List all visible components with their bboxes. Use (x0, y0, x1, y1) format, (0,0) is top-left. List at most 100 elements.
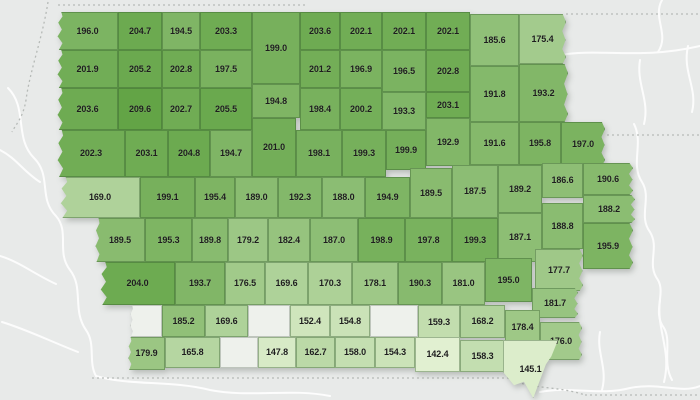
county-kossuth[interactable]: 199.0 (252, 12, 300, 84)
county-guthrie[interactable]: 179.2 (228, 218, 268, 262)
county-muscatine[interactable]: 177.7 (535, 249, 583, 291)
county-franklin[interactable]: 200.2 (340, 88, 382, 130)
county-decatur[interactable]: 162.7 (296, 337, 335, 368)
county-monroe[interactable] (370, 305, 418, 337)
county-greene[interactable]: 189.0 (235, 177, 278, 218)
county-chickasaw[interactable]: 202.8 (426, 50, 470, 92)
county-winnebago[interactable]: 203.6 (300, 12, 340, 50)
county-delaware[interactable]: 195.8 (519, 122, 561, 165)
county-union[interactable] (248, 305, 290, 337)
county-crawford[interactable]: 199.1 (140, 177, 195, 218)
county-page[interactable]: 165.8 (165, 337, 220, 368)
county-cass[interactable]: 193.7 (175, 262, 225, 305)
county-howard[interactable]: 202.1 (426, 12, 470, 50)
county-ida[interactable]: 203.1 (125, 130, 168, 177)
county-lee[interactable]: 145.1 (503, 340, 558, 398)
county-black-hawk[interactable]: 192.9 (426, 118, 470, 166)
county-carroll[interactable]: 195.4 (195, 177, 235, 218)
county-jones[interactable]: 186.6 (542, 163, 583, 198)
county-butler[interactable]: 193.3 (382, 92, 426, 130)
county-cerro-gordo[interactable]: 196.9 (340, 50, 382, 88)
county-o-brien[interactable]: 205.2 (118, 50, 162, 88)
county-story[interactable]: 188.0 (322, 177, 365, 218)
county-hamilton[interactable]: 198.1 (296, 130, 342, 177)
county-buena-vista[interactable]: 202.7 (162, 88, 200, 130)
county-sac[interactable]: 204.8 (168, 130, 210, 177)
county-value-label: 189.5 (108, 234, 132, 245)
county-fremont[interactable]: 179.9 (128, 337, 165, 370)
county-worth[interactable]: 202.1 (340, 12, 382, 50)
county-mitchell[interactable]: 202.1 (382, 12, 426, 50)
county-taylor[interactable] (220, 337, 258, 368)
county-iowa[interactable]: 199.3 (452, 218, 498, 262)
county-lucas[interactable]: 154.8 (330, 305, 370, 337)
county-keokuk[interactable]: 181.0 (442, 262, 485, 305)
county-bremer[interactable]: 203.1 (426, 92, 470, 118)
county-warren[interactable]: 170.3 (308, 262, 352, 305)
county-pottawattamie[interactable]: 204.0 (100, 262, 175, 305)
county-monona[interactable]: 169.0 (60, 177, 140, 218)
county-wright[interactable]: 198.4 (300, 88, 340, 130)
county-pocahontas[interactable]: 205.5 (200, 88, 252, 130)
county-grundy[interactable]: 199.9 (386, 130, 426, 170)
county-cedar[interactable]: 188.8 (542, 203, 583, 249)
county-dickinson[interactable]: 194.5 (162, 12, 200, 50)
county-value-label: 186.6 (551, 175, 574, 185)
county-dallas[interactable]: 182.4 (268, 218, 310, 262)
county-mahaska[interactable]: 190.3 (398, 262, 442, 305)
county-boone[interactable]: 192.3 (278, 177, 322, 218)
county-woodbury[interactable]: 202.3 (57, 130, 125, 177)
county-hancock[interactable]: 201.2 (300, 50, 340, 88)
county-marion[interactable]: 178.1 (352, 262, 398, 305)
county-adams[interactable]: 169.6 (205, 305, 248, 337)
county-value-label: 195.4 (203, 192, 227, 202)
county-linn[interactable]: 189.2 (498, 165, 542, 213)
county-scott[interactable]: 195.9 (583, 223, 633, 269)
county-cherokee[interactable]: 209.6 (118, 88, 162, 130)
county-webster[interactable]: 201.0 (252, 118, 296, 177)
county-van-buren[interactable]: 158.3 (460, 340, 505, 372)
county-calhoun[interactable]: 194.7 (210, 130, 252, 177)
county-value-label: 178.4 (511, 322, 534, 332)
county-jasper[interactable]: 198.9 (358, 218, 405, 262)
county-benton[interactable]: 187.5 (452, 165, 498, 218)
county-plymouth[interactable]: 203.6 (57, 88, 118, 130)
county-winneshiek[interactable]: 185.6 (470, 14, 519, 66)
county-madison[interactable]: 169.6 (265, 262, 308, 305)
county-sioux[interactable]: 201.9 (57, 50, 118, 88)
county-audubon[interactable]: 189.8 (192, 218, 228, 262)
county-henry[interactable]: 178.4 (505, 310, 540, 345)
county-washington[interactable]: 195.0 (485, 258, 532, 302)
county-davis[interactable]: 142.4 (415, 337, 460, 372)
county-poweshiek[interactable]: 197.8 (405, 218, 452, 262)
county-osceola[interactable]: 204.7 (118, 12, 162, 50)
county-wayne[interactable]: 158.0 (335, 337, 375, 368)
county-floyd[interactable]: 196.5 (382, 50, 426, 92)
county-emmet[interactable]: 203.3 (200, 12, 252, 50)
county-ringgold[interactable]: 147.8 (258, 337, 296, 368)
county-jackson[interactable]: 190.6 (583, 163, 633, 195)
county-buchanan[interactable]: 191.6 (470, 122, 519, 165)
county-clinton[interactable]: 188.2 (583, 195, 635, 223)
county-wapello[interactable]: 159.3 (418, 305, 460, 339)
county-montgomery[interactable]: 185.2 (162, 305, 205, 337)
county-polk[interactable]: 187.0 (310, 218, 358, 262)
county-clay[interactable]: 202.8 (162, 50, 200, 88)
county-harrison[interactable]: 189.5 (95, 218, 145, 262)
county-clarke[interactable]: 152.4 (290, 305, 330, 337)
county-clayton[interactable]: 193.2 (519, 64, 568, 122)
county-shelby[interactable]: 195.3 (145, 218, 192, 262)
county-mills[interactable] (130, 305, 162, 337)
county-dubuque[interactable]: 197.0 (561, 122, 605, 166)
county-adair[interactable]: 176.5 (225, 262, 265, 305)
county-hardin[interactable]: 199.3 (342, 130, 386, 177)
county-palo-alto[interactable]: 197.5 (200, 50, 252, 88)
county-appanoose[interactable]: 154.3 (375, 337, 415, 368)
county-humboldt[interactable]: 194.8 (252, 84, 300, 118)
county-allamakee[interactable]: 175.4 (519, 14, 566, 64)
county-lyon[interactable]: 196.0 (57, 12, 118, 50)
county-jefferson[interactable]: 168.2 (460, 305, 505, 338)
county-fayette[interactable]: 191.8 (470, 66, 519, 122)
county-marshall[interactable]: 194.9 (365, 177, 410, 218)
county-tama[interactable]: 189.5 (410, 168, 452, 218)
